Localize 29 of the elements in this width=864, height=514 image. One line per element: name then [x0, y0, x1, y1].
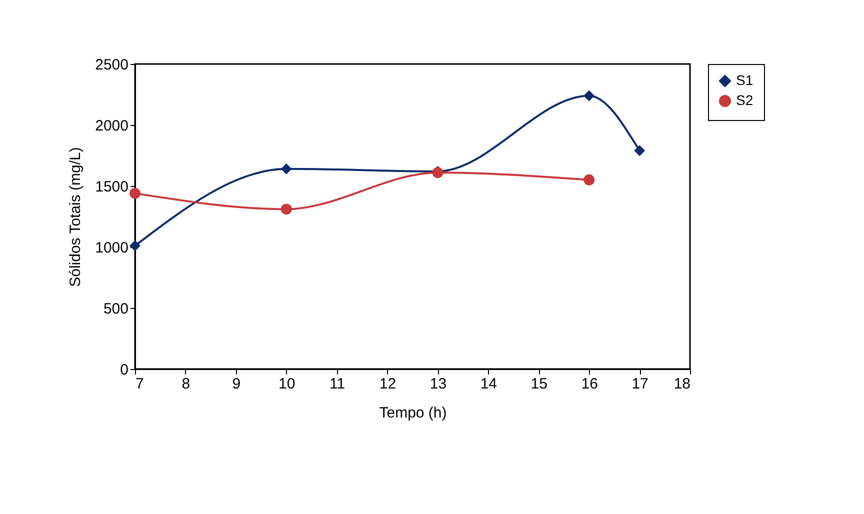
point [584, 174, 595, 186]
x-tick-label: 13 [430, 376, 447, 392]
x-tick-label: 8 [182, 376, 190, 392]
y-tick-label: 500 [103, 300, 128, 318]
point [634, 145, 646, 156]
x-tick-label: 7 [136, 376, 144, 392]
legend-label: S2 [736, 92, 754, 108]
x-tick-label: 9 [232, 376, 241, 392]
x-tick-label: 12 [379, 376, 396, 392]
y-tick-label: 2500 [95, 56, 128, 74]
y-tick-label: 1500 [95, 178, 128, 196]
x-axis-title: Tempo (h) [379, 404, 447, 422]
y-tick-label: 0 [120, 362, 128, 378]
y-axis-title: Sólidos Totais (mg/L) [67, 147, 84, 287]
x-tick-label: 16 [581, 376, 598, 392]
point [584, 90, 595, 102]
x-tick-label: 17 [632, 376, 648, 392]
x-tick-label: 10 [278, 376, 296, 392]
legend-label: S1 [736, 72, 754, 88]
point [130, 240, 140, 252]
point [280, 204, 292, 215]
x-tick-label: 11 [330, 376, 346, 392]
x-tick-label: 15 [530, 376, 548, 392]
x-tick-label: 14 [480, 376, 498, 392]
x-tick-label: 18 [674, 376, 690, 392]
point [280, 163, 292, 174]
point [130, 188, 140, 199]
y-tick-label: 2000 [95, 118, 128, 134]
y-tick-label: 1000 [95, 240, 128, 256]
